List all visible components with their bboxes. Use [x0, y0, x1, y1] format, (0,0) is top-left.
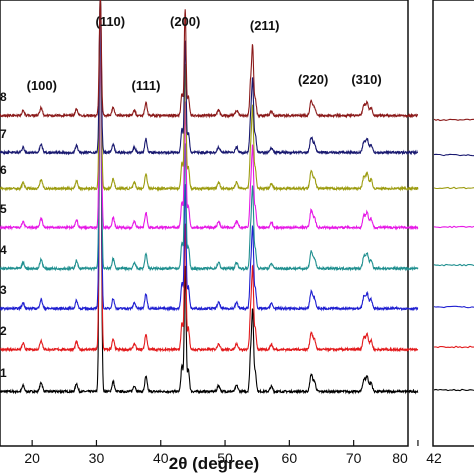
inset-series-3-line: [433, 305, 474, 309]
x-tick-label-50: 50: [217, 450, 233, 466]
x-tick-label-60: 60: [282, 450, 298, 466]
inset-series-2-line: [433, 345, 474, 349]
inset-series-4-line: [433, 263, 474, 267]
sample-label-7: 7: [0, 127, 7, 141]
peak-label-6: (310): [351, 72, 381, 87]
sample-label-3: 3: [0, 283, 7, 297]
x-tick-label-70: 70: [346, 450, 362, 466]
xrd-series-2-line: [0, 19, 419, 353]
xrd-series-7-line: [0, 0, 419, 156]
inset-series-5-line: [433, 225, 474, 229]
peak-label-4: (211): [250, 18, 280, 33]
x-ticks-group: 20 30 40 50 60 70 80: [24, 440, 419, 466]
inset-traces-group: [433, 118, 474, 392]
inset-series-7-line: [433, 153, 474, 157]
peak-label-3: (200): [170, 14, 200, 29]
xrd-series-1-line: [0, 0, 419, 395]
sample-label-2: 2: [0, 324, 7, 338]
traces-group: [0, 0, 419, 395]
x-tick-label-20: 20: [24, 450, 40, 466]
x-tick-label-30: 30: [89, 450, 105, 466]
xrd-series-3-line: [0, 7, 419, 312]
x-axis-title: 2θ (degree): [169, 454, 259, 473]
peak-label-2: (111): [132, 78, 161, 93]
sample-label-4: 4: [0, 243, 7, 257]
main-plot-frame: [0, 0, 409, 447]
inset-series-1-line: [433, 388, 474, 392]
peak-label-5: (220): [298, 72, 328, 87]
inset-plot-frame: [432, 0, 474, 447]
xrd-series-4-line: [0, 0, 419, 272]
sample-label-8: 8: [0, 90, 7, 104]
inset-series-6-line: [433, 186, 474, 190]
xrd-series-5-line: [0, 0, 419, 231]
peak-labels-group: (100) (110) (111) (200) (211) (220) (310): [27, 14, 382, 93]
inset-series-8-line: [433, 118, 474, 122]
sample-labels-group: 1 2 3 4 5 6 7 8: [0, 90, 7, 380]
xrd-series-8-line: [0, 0, 419, 119]
x-tick-label-40: 40: [153, 450, 169, 466]
peak-label-1: (110): [95, 14, 125, 29]
sample-label-6: 6: [0, 163, 7, 177]
x-tick-label-80: 80: [392, 450, 408, 466]
xrd-series-6-line: [0, 0, 419, 192]
peak-label-0: (100): [27, 78, 57, 93]
inset-x-tick-label: 42: [426, 450, 442, 466]
sample-label-1: 1: [0, 366, 7, 380]
sample-label-5: 5: [0, 202, 7, 216]
